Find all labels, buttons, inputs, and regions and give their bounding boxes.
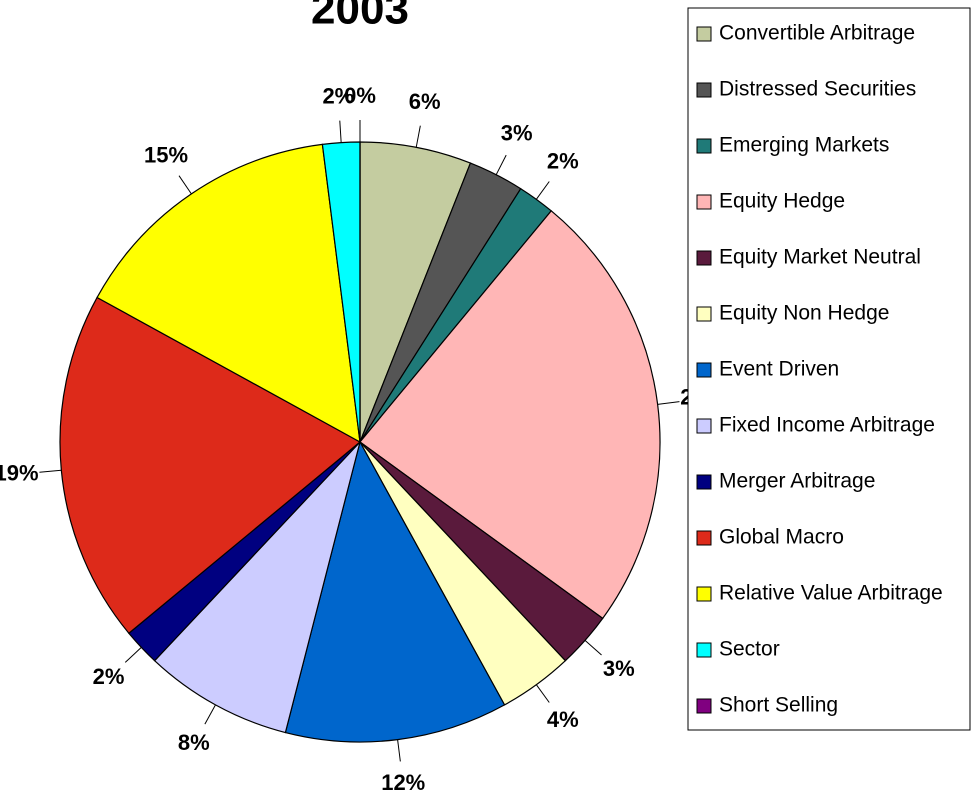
leader-line xyxy=(535,684,550,703)
data-label: 3% xyxy=(501,120,533,145)
legend-swatch xyxy=(696,586,712,602)
pie-slice xyxy=(153,441,361,734)
legend-label: Short Selling xyxy=(719,694,838,717)
data-label: 2% xyxy=(547,149,579,174)
legend-label: Sector xyxy=(719,638,780,661)
data-label: 2% xyxy=(322,83,354,108)
legend-label: Equity Non Hedge xyxy=(719,302,889,325)
leader-line xyxy=(584,640,602,656)
legend-swatch xyxy=(696,26,712,42)
data-label: 2% xyxy=(93,664,125,689)
leader-line xyxy=(204,704,216,725)
legend-swatch xyxy=(696,306,712,322)
leader-line xyxy=(39,469,62,473)
legend-label: Emerging Markets xyxy=(719,134,889,157)
legend-swatch xyxy=(696,194,712,210)
chart-title: 2003 xyxy=(311,0,409,34)
legend-box xyxy=(687,7,971,731)
data-label: 8% xyxy=(178,730,210,755)
legend-label: Fixed Income Arbitrage xyxy=(719,414,935,437)
legend-label: Equity Hedge xyxy=(719,190,845,213)
legend-swatch xyxy=(696,418,712,434)
leader-line xyxy=(657,401,680,405)
leader-line xyxy=(535,181,550,200)
legend-swatch xyxy=(696,530,712,546)
legend-swatch xyxy=(696,138,712,154)
legend-swatch xyxy=(696,698,712,714)
legend-label: Event Driven xyxy=(719,358,839,381)
legend-label: Global Macro xyxy=(719,526,844,549)
legend-label: Merger Arbitrage xyxy=(719,470,875,493)
data-label: 0% xyxy=(344,83,376,108)
leader-line xyxy=(178,175,192,195)
leader-line xyxy=(415,125,421,148)
pie-slice xyxy=(59,296,362,635)
data-label: 12% xyxy=(381,770,425,795)
data-label: 4% xyxy=(547,707,579,732)
pie-slice xyxy=(284,440,506,743)
leader-line xyxy=(495,154,507,175)
leader-line xyxy=(124,646,142,663)
legend-label: Relative Value Arbitrage xyxy=(719,582,943,605)
leader-line xyxy=(339,120,342,143)
legend-swatch xyxy=(696,82,712,98)
leader-line xyxy=(397,739,401,762)
data-label: 15% xyxy=(144,142,188,167)
legend-swatch xyxy=(696,362,712,378)
pie-slice xyxy=(96,143,361,444)
legend-swatch xyxy=(696,474,712,490)
data-label: 19% xyxy=(0,460,39,485)
data-label: 3% xyxy=(603,656,635,681)
legend-swatch xyxy=(696,250,712,266)
data-label: 6% xyxy=(409,89,441,114)
legend-label: Convertible Arbitrage xyxy=(719,22,915,45)
legend-label: Equity Market Neutral xyxy=(719,246,921,269)
legend-swatch xyxy=(696,642,712,658)
legend-label: Distressed Securities xyxy=(719,78,916,101)
